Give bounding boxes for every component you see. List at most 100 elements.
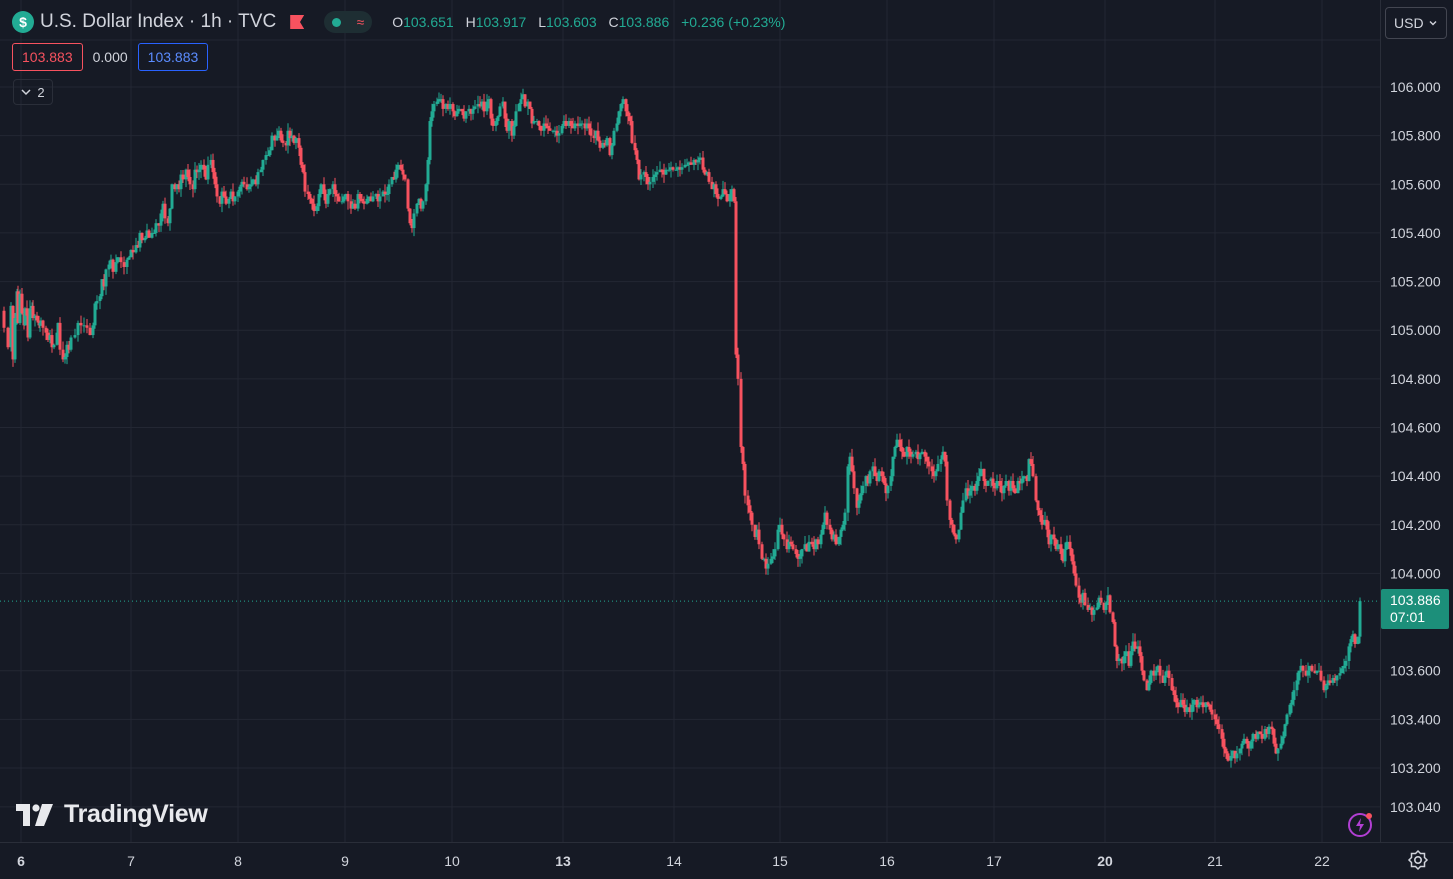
candle xyxy=(1170,673,1174,692)
candle xyxy=(134,237,138,254)
candle xyxy=(288,127,292,147)
candle xyxy=(233,196,237,205)
candle xyxy=(401,163,405,181)
currency-select[interactable]: USD xyxy=(1385,7,1447,39)
candle xyxy=(498,103,502,117)
candle xyxy=(710,176,714,190)
last-price-value: 103.886 xyxy=(1390,592,1441,608)
candle xyxy=(446,100,450,111)
candle xyxy=(349,194,353,214)
candle xyxy=(344,193,348,200)
candle xyxy=(1247,740,1251,757)
candle xyxy=(26,314,30,342)
candle xyxy=(1299,658,1303,673)
candle xyxy=(2,306,6,333)
candle xyxy=(487,95,491,109)
candle xyxy=(843,508,847,531)
candle xyxy=(58,317,62,356)
time-tick-label: 21 xyxy=(1207,853,1223,869)
candle xyxy=(65,341,69,365)
candle xyxy=(785,531,789,553)
candle xyxy=(6,326,10,350)
market-status[interactable]: ≈ xyxy=(324,11,373,33)
lightning-icon[interactable] xyxy=(1347,812,1373,838)
candle xyxy=(109,254,113,269)
candle xyxy=(245,177,249,191)
candle xyxy=(125,257,129,275)
candle xyxy=(242,176,246,188)
candle xyxy=(140,232,144,244)
candle xyxy=(567,117,571,129)
candle xyxy=(159,209,163,232)
buy-price-button[interactable]: 103.883 xyxy=(137,43,209,71)
candle xyxy=(424,183,428,205)
time-tick-label: 7 xyxy=(127,853,135,869)
candle xyxy=(705,171,709,177)
candle xyxy=(1007,479,1011,496)
candle xyxy=(1308,665,1312,678)
flag-icon[interactable] xyxy=(290,15,305,29)
candle xyxy=(1115,644,1119,669)
candle xyxy=(186,164,190,182)
candle xyxy=(893,445,897,459)
price-tick-label: 105.200 xyxy=(1390,274,1441,290)
candle xyxy=(1254,730,1258,743)
candle xyxy=(73,328,77,339)
time-tick-label: 10 xyxy=(444,853,460,869)
candle xyxy=(188,169,192,191)
candle xyxy=(1136,640,1140,654)
candle xyxy=(1009,476,1013,496)
candle xyxy=(1090,606,1094,622)
candle xyxy=(852,465,856,495)
candle xyxy=(861,481,865,496)
candle xyxy=(1179,693,1183,708)
candle xyxy=(209,154,213,169)
candle xyxy=(624,98,628,117)
indicators-toggle-button[interactable]: 2 xyxy=(13,79,53,105)
candle xyxy=(1215,713,1219,730)
candle xyxy=(537,120,541,131)
candle xyxy=(628,112,632,126)
candle xyxy=(374,193,378,200)
candle xyxy=(1231,750,1235,759)
candle xyxy=(335,190,339,204)
candle xyxy=(608,136,612,157)
candle xyxy=(725,190,729,203)
candle xyxy=(719,194,723,201)
candle xyxy=(1031,455,1035,478)
candle xyxy=(909,448,913,464)
candle xyxy=(383,184,387,203)
candle xyxy=(1342,658,1346,675)
candle xyxy=(603,139,607,148)
candle xyxy=(1077,577,1081,605)
candle xyxy=(1049,534,1053,552)
candle xyxy=(1217,716,1221,734)
candle xyxy=(1176,698,1180,714)
tradingview-logo[interactable]: TradingView xyxy=(16,800,208,829)
candle xyxy=(1263,725,1267,741)
candle xyxy=(494,118,498,132)
candle xyxy=(129,249,133,258)
candle xyxy=(485,94,489,115)
candle xyxy=(886,485,890,499)
candle xyxy=(56,322,60,337)
sell-price-button[interactable]: 103.883 xyxy=(12,43,83,71)
symbol-title[interactable]: U.S. Dollar Index · 1h · TVC xyxy=(40,11,277,32)
candle xyxy=(789,536,793,547)
price-axis: 106.000 105.800 105.600 105.400 105.200 105.0… xyxy=(1390,79,1441,815)
price-tick-label: 104.800 xyxy=(1390,371,1441,387)
candle xyxy=(1267,724,1271,740)
candle xyxy=(204,165,208,181)
candle xyxy=(1279,735,1283,750)
candle xyxy=(830,527,834,542)
candle xyxy=(52,343,56,350)
time-tick-label: 13 xyxy=(555,853,571,869)
candle xyxy=(426,157,430,192)
candle xyxy=(1251,732,1255,749)
settings-gear-icon[interactable] xyxy=(1406,848,1430,872)
candle xyxy=(685,158,689,167)
time-tick-label: 9 xyxy=(341,853,349,869)
candle xyxy=(342,194,346,204)
candle xyxy=(692,158,696,171)
